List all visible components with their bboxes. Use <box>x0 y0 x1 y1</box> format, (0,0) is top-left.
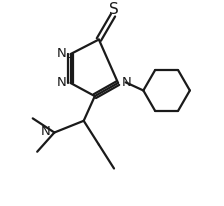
Text: S: S <box>109 2 118 17</box>
Text: N: N <box>56 47 66 60</box>
Text: H: H <box>66 52 74 65</box>
Text: N: N <box>56 76 66 89</box>
Text: N: N <box>122 76 132 89</box>
Text: N: N <box>41 125 50 138</box>
